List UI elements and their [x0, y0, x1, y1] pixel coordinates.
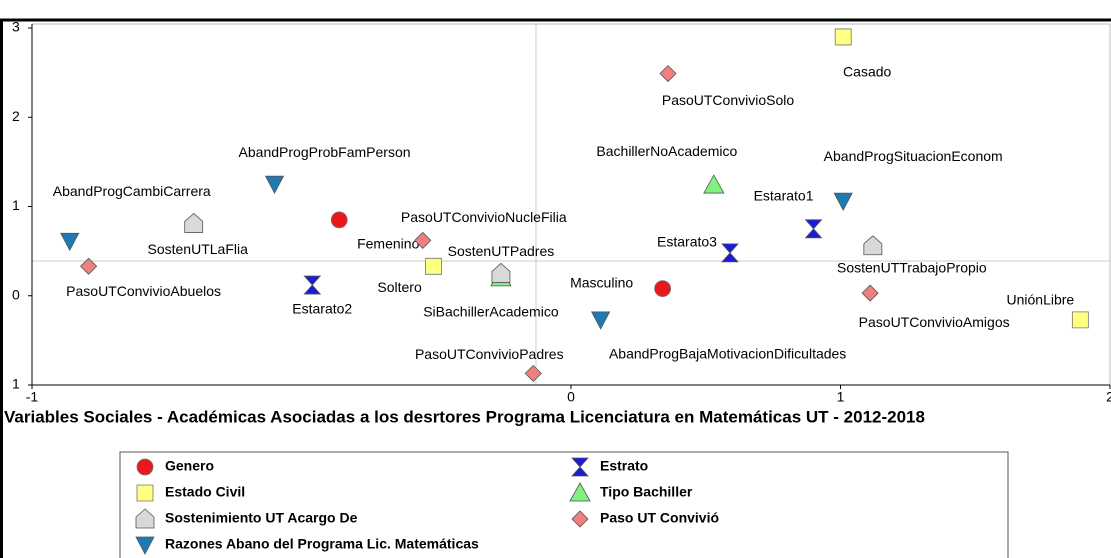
point-label: AbandProgCambiCarrera	[53, 183, 211, 199]
point-label: PasoUTConvivioSolo	[662, 92, 794, 108]
y-tick-label: 1	[12, 197, 20, 213]
point-label: UniónLibre	[1006, 292, 1074, 308]
x-tick-label: -1	[26, 389, 39, 405]
point-label: AbandProgProbFamPerson	[239, 144, 411, 160]
legend-label: Estado Civil	[165, 484, 245, 500]
legend-marker	[136, 484, 154, 502]
point-label: PasoUTConvivioNucleFilia	[401, 209, 567, 225]
point-label: SostenUTLaFlia	[148, 241, 249, 257]
point-label: PasoUTConvivioAmigos	[859, 314, 1010, 330]
point	[863, 235, 883, 256]
point-label: PasoUTConvivioAbuelos	[66, 283, 221, 299]
point-label: SostenUTTrabajoPropio	[837, 259, 987, 275]
point-label: AbandProgSituacionEconom	[824, 148, 1003, 164]
chart-title: Variables Sociales - Académicas Asociada…	[4, 407, 925, 426]
point	[60, 232, 80, 252]
point-label: Estarato3	[657, 234, 717, 250]
legend-marker	[136, 458, 154, 476]
point-label: PasoUTConvivioPadres	[415, 346, 564, 362]
point	[703, 174, 725, 194]
legend-marker	[135, 508, 155, 529]
point	[834, 28, 852, 46]
legend-label: Razones Abano del Programa Lic. Matemáti…	[165, 536, 479, 552]
legend-marker	[571, 457, 589, 477]
legend-marker	[571, 510, 589, 528]
point	[659, 64, 677, 83]
legend	[119, 451, 1009, 558]
point	[833, 192, 853, 211]
y-tick-label: 3	[12, 19, 20, 35]
point	[491, 262, 511, 283]
point	[1071, 311, 1089, 329]
legend-label: Genero	[165, 458, 214, 474]
legend-label: Paso UT Convivió	[600, 510, 719, 526]
point-label: Casado	[843, 64, 891, 80]
point	[414, 231, 432, 249]
point	[861, 284, 879, 302]
point	[425, 257, 442, 275]
point-label: Femenino	[357, 236, 419, 252]
point	[330, 211, 348, 229]
point-label: Estarato1	[754, 188, 814, 204]
x-tick-label: 0	[567, 389, 575, 405]
legend-label: Tipo Bachiller	[600, 484, 693, 500]
point-label: Masculino	[570, 274, 633, 290]
point	[184, 212, 204, 233]
point-label: AbandProgBajaMotivacionDificultades	[609, 346, 846, 362]
point	[264, 175, 285, 195]
point-label: Soltero	[377, 279, 422, 295]
point-label: SiBachillerAcademico	[423, 304, 559, 320]
legend-label: Estrato	[600, 458, 648, 474]
point-label: SostenUTPadres	[448, 243, 555, 259]
point-label: Estarato2	[292, 301, 352, 317]
y-tick-label: 0	[12, 286, 20, 302]
y-tick-label: 2	[12, 108, 20, 124]
point	[721, 243, 739, 263]
point	[524, 364, 542, 382]
point-label: BachillerNoAcademico	[596, 143, 737, 159]
legend-marker	[135, 536, 155, 555]
point	[303, 275, 322, 295]
y-tick-label: 1	[12, 376, 20, 392]
point	[590, 311, 611, 330]
point	[80, 257, 98, 275]
x-tick-label: 1	[837, 389, 845, 405]
legend-marker	[569, 482, 591, 502]
point	[654, 280, 672, 297]
x-tick-label: 2	[1106, 389, 1111, 405]
point	[804, 219, 823, 239]
legend-label: Sostenimiento UT Acargo De	[165, 510, 358, 526]
